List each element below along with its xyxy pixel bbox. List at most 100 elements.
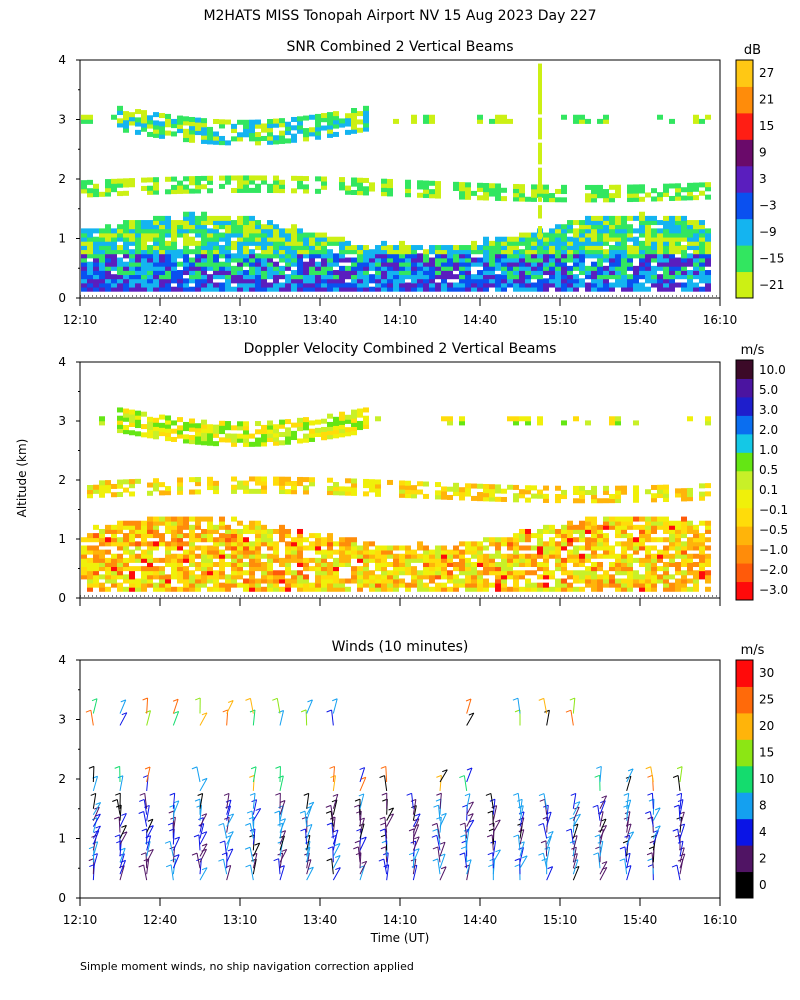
winds-barb <box>359 777 367 792</box>
snr-cell <box>573 253 579 259</box>
doppler-cell <box>231 562 237 568</box>
doppler-cell <box>99 416 105 422</box>
doppler-cell <box>345 549 351 555</box>
winds-barb-flag <box>191 766 198 770</box>
snr-cell <box>81 282 87 288</box>
winds-barb <box>626 776 632 792</box>
snr-cell <box>207 179 213 185</box>
snr-cell <box>609 215 615 221</box>
doppler-cell <box>225 553 231 559</box>
snr-cell <box>603 189 609 195</box>
snr-cell <box>561 282 567 288</box>
snr-cell <box>225 286 231 292</box>
snr-cell <box>663 257 669 263</box>
snr-cell <box>213 245 219 251</box>
doppler-cell <box>687 528 693 534</box>
snr-cell <box>579 236 585 242</box>
snr-cell <box>267 236 273 242</box>
snr-cell <box>189 224 195 230</box>
doppler-cell <box>621 549 627 555</box>
snr-cell <box>429 114 435 120</box>
doppler-cell <box>549 545 555 551</box>
snr-cell <box>675 270 681 276</box>
snr-cell <box>147 265 153 271</box>
snr-cell <box>435 282 441 288</box>
snr-cell <box>201 253 207 259</box>
doppler-cell <box>375 416 381 422</box>
snr-cell <box>207 175 213 181</box>
snr-cell <box>189 133 195 139</box>
doppler-cell <box>279 419 285 425</box>
snr-cell <box>501 278 507 284</box>
doppler-cell <box>189 574 195 580</box>
winds-y-tick-label: 0 <box>58 891 66 905</box>
winds-barb-flag <box>514 864 520 868</box>
doppler-cell <box>669 545 675 551</box>
winds-barb <box>279 800 286 815</box>
doppler-cell <box>399 570 405 576</box>
doppler-cell <box>219 420 225 426</box>
doppler-cell <box>561 533 567 539</box>
doppler-cell <box>699 562 705 568</box>
doppler-cell <box>627 578 633 584</box>
doppler-cell <box>261 562 267 568</box>
snr-cell <box>243 257 249 263</box>
doppler-cell <box>327 485 333 491</box>
doppler-cell <box>603 489 609 495</box>
doppler-cell <box>381 562 387 568</box>
snr-cell <box>513 196 519 202</box>
winds-x-tick-label: 13:10 <box>223 913 258 927</box>
doppler-cell <box>267 541 273 547</box>
snr-cell <box>237 179 243 185</box>
doppler-cell <box>363 419 369 425</box>
snr-cell <box>225 253 231 259</box>
snr-cell <box>255 220 261 226</box>
doppler-cell <box>471 582 477 588</box>
doppler-cell <box>117 570 123 576</box>
snr-cell <box>309 278 315 284</box>
snr-cell <box>537 265 543 271</box>
doppler-cell <box>237 537 243 543</box>
doppler-cell <box>363 553 369 559</box>
snr-cell <box>537 261 543 267</box>
winds-barb <box>279 818 286 833</box>
snr-cell <box>231 123 237 129</box>
doppler-cell <box>447 578 453 584</box>
doppler-cell <box>213 528 219 534</box>
doppler-cell <box>351 545 357 551</box>
snr-cell <box>489 183 495 189</box>
doppler-cell <box>351 578 357 584</box>
doppler-cell <box>435 545 441 551</box>
snr-cell <box>519 257 525 263</box>
winds-barb-flag <box>459 775 465 779</box>
doppler-cell <box>699 545 705 551</box>
doppler-cell <box>135 582 141 588</box>
doppler-cell <box>435 582 441 588</box>
doppler-cell <box>225 437 231 443</box>
snr-cell <box>519 184 525 190</box>
snr-cell <box>135 109 141 115</box>
doppler-cell <box>651 574 657 580</box>
doppler-cell <box>567 537 573 543</box>
snr-cell <box>111 253 117 259</box>
doppler-cell <box>249 528 255 534</box>
snr-cell <box>231 136 237 142</box>
snr-cell <box>591 224 597 230</box>
winds-barb <box>679 793 683 809</box>
doppler-cell <box>297 562 303 568</box>
snr-cell <box>651 220 657 226</box>
doppler-cell <box>327 434 333 440</box>
snr-cell <box>183 224 189 230</box>
snr-cell <box>538 196 542 202</box>
doppler-cell <box>321 566 327 572</box>
doppler-cell <box>189 582 195 588</box>
snr-cell <box>207 253 213 259</box>
snr-cell <box>273 245 279 251</box>
snr-cell <box>561 278 567 284</box>
doppler-cell <box>405 488 411 494</box>
doppler-cell <box>603 498 609 504</box>
snr-cell <box>417 265 423 271</box>
doppler-cell <box>129 574 135 580</box>
doppler-cell <box>147 429 153 435</box>
snr-cell <box>538 209 542 215</box>
